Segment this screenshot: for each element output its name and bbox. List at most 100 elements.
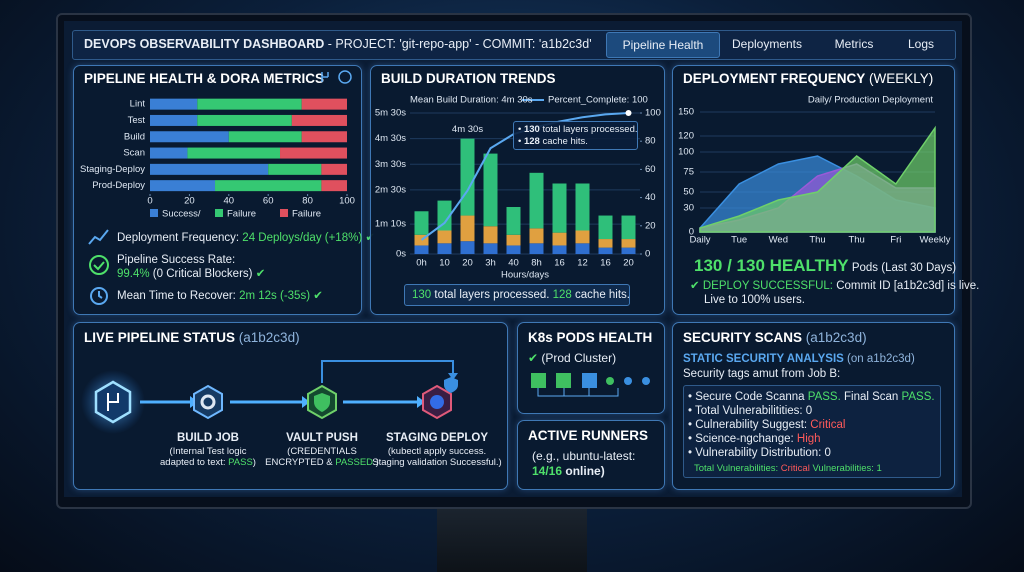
text-segment: total layers processed.	[431, 289, 553, 301]
metric-icon	[90, 287, 108, 305]
bar	[197, 114, 292, 126]
x-tick-label: 20	[462, 258, 473, 269]
bar	[150, 131, 229, 143]
stage-desc: (CREDENTIALS ENCRYPTED & PASSED.)	[262, 446, 382, 468]
panel-title: K8s PODS HEALTH	[528, 330, 653, 345]
bar	[598, 239, 613, 248]
metric-label: Mean Time to Recover:	[117, 290, 236, 302]
tab-label[interactable]: Pipeline Health	[622, 38, 704, 52]
text-segment: Total Vulnerabilities:	[694, 463, 781, 474]
title-commit: (a1b2c3d)	[235, 330, 300, 345]
text-segment: )	[252, 457, 256, 468]
metric-label: Pipeline Success Rate:	[117, 254, 236, 266]
title-text: SECURITY SCANS	[683, 330, 803, 345]
text-segment: DEPLOY SUCCESSFUL:	[702, 280, 834, 292]
info-box	[513, 121, 638, 150]
bar	[598, 247, 613, 254]
summary: 130 total layers processed. 128 cache hi…	[412, 289, 630, 302]
x-tick-label: Daily	[689, 235, 710, 246]
x-tick-label: 3h	[485, 258, 496, 269]
y-tick-label: Lint	[130, 99, 146, 110]
x-tick-label: 0h	[416, 258, 427, 269]
pipeline-flow	[81, 360, 458, 434]
y2-tick-label: 0	[645, 249, 650, 260]
bar	[150, 98, 198, 110]
metric-value: 99.4%	[117, 268, 150, 280]
x-tick-label: Thu	[809, 235, 825, 246]
y-tick-label: 5m 30s	[375, 108, 406, 119]
y-tick-label: 100	[678, 147, 694, 158]
text-segment: PASS.	[807, 391, 841, 403]
y2-tick-label: 40	[645, 192, 656, 203]
runner-line: (e.g., ubuntu-latest:	[532, 449, 636, 463]
text-segment: )	[375, 457, 379, 468]
scan-item: • Total Vulnerabilitities: 0	[688, 405, 813, 417]
intro: Security tags amut from Job B:	[683, 368, 841, 380]
subtitle-note: (on a1b2c3d)	[843, 353, 915, 365]
text-segment: online)	[562, 464, 605, 478]
text-segment: 14/16	[532, 464, 563, 478]
bar	[506, 207, 521, 235]
bar	[460, 215, 475, 242]
x-tick-label: 40	[224, 196, 235, 207]
legend-swatch	[280, 209, 288, 217]
bar	[197, 98, 302, 110]
tab-label[interactable]: Deployments	[731, 37, 803, 51]
bar	[301, 98, 347, 110]
area	[699, 125, 936, 233]
stage-desc: (kubectl apply success. Staging validati…	[369, 446, 505, 468]
healthy-count: 130 / 130 HEALTHY	[694, 256, 849, 275]
x-tick-label: 10	[439, 258, 450, 269]
tab[interactable]: Logs	[894, 32, 948, 56]
header-title: DEVOPS OBSERVABILITY DASHBOARD	[84, 37, 325, 51]
deployment-chart: 0 30 50 75 100 120 150 Daily Tue Wed Thu Thu Fri Week…	[678, 95, 951, 246]
bar	[268, 163, 322, 175]
bar	[301, 131, 347, 143]
bar	[437, 200, 452, 231]
y-tick-label: 2m 30s	[375, 184, 406, 195]
info-line: • 130 total layers processed.	[518, 124, 638, 135]
bar	[575, 183, 590, 231]
x-tick-label: 16	[600, 258, 611, 269]
scan-box	[683, 385, 941, 478]
bar	[150, 147, 188, 159]
bar	[552, 245, 567, 254]
bar	[437, 243, 452, 254]
metric-value: 2m 12s (-35s)	[239, 290, 311, 302]
y2-tick-label: 80	[645, 136, 656, 147]
legend-swatch	[150, 209, 158, 217]
y-tick-label: Scan	[123, 148, 145, 159]
tab[interactable]: Metrics	[820, 32, 888, 56]
x-tick-label: Wed	[769, 235, 788, 246]
cluster: ✔ (Prod Cluster)	[528, 351, 617, 365]
metric-icon	[89, 255, 109, 275]
tab-label[interactable]: Metrics	[834, 37, 874, 51]
text-segment: Vulnerabilities: 1	[809, 463, 882, 474]
bar	[529, 228, 544, 244]
y-tick-label: 30	[683, 203, 694, 214]
runner-line: 14/16 online)	[532, 465, 605, 478]
text-segment: 128	[552, 289, 572, 301]
bar	[414, 245, 429, 254]
bar	[150, 163, 269, 175]
bar	[598, 215, 613, 240]
stage: VAULT PUSH (CREDENTIALS ENCRYPTED & PASSE…	[262, 432, 382, 468]
summary-box	[404, 284, 630, 306]
stage-title: BUILD JOB	[177, 432, 239, 444]
info-number: 130	[523, 124, 540, 135]
stage-desc: (Internal Test logic adapted to text: PA…	[148, 446, 268, 468]
x-tick-label: Weekly	[920, 235, 951, 246]
x-tick-label: 8h	[531, 258, 542, 269]
x-tick-label: 20	[184, 196, 195, 207]
tab-label[interactable]: Logs	[907, 37, 935, 51]
deploy-line: Live to 100% users.	[704, 294, 806, 306]
bar	[552, 183, 567, 233]
y-tick-label: 0	[689, 227, 694, 238]
panel	[517, 322, 665, 414]
info-number: 128	[523, 136, 540, 147]
y-tick-label: Prod-Deploy	[92, 180, 145, 191]
scan-list: • Secure Code Scanna PASS. Final Scan PA…	[688, 390, 935, 460]
tab[interactable]: Pipeline Health	[606, 32, 720, 58]
tab[interactable]: Deployments	[722, 32, 812, 56]
bar	[321, 180, 347, 192]
